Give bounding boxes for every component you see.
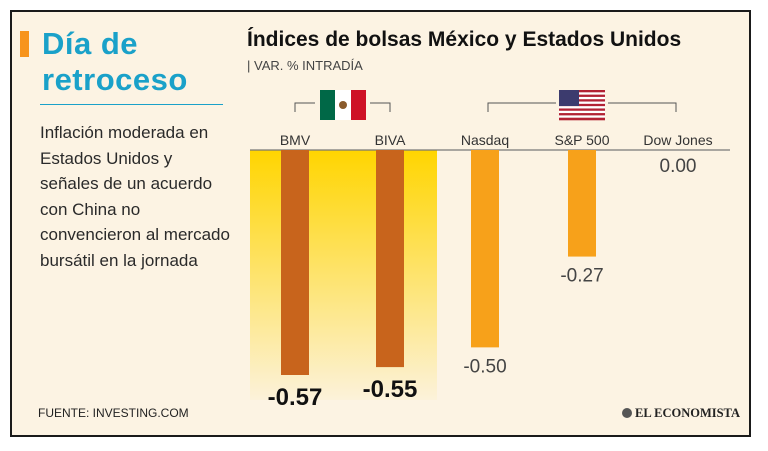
category-label-nasdaq: Nasdaq	[461, 132, 509, 148]
category-label-s-p-500: S&P 500	[554, 132, 609, 148]
mexico-highlight-band	[250, 150, 437, 400]
value-label-bmv: -0.57	[268, 384, 323, 411]
brand-logo: EL ECONOMISTA	[622, 406, 740, 421]
value-label-biva: -0.55	[363, 376, 418, 403]
bar-biva	[376, 150, 404, 368]
mexico-group-bracket	[294, 102, 391, 112]
headline-accent-bar	[20, 31, 29, 57]
brand-globe-icon	[622, 408, 632, 418]
value-label-s-p-500: -0.27	[560, 266, 603, 287]
bar-nasdaq	[471, 150, 499, 348]
headline: Día de retroceso	[42, 26, 188, 98]
chart-title: Índices de bolsas México y Estados Unido…	[247, 28, 682, 51]
usa-flag-icon	[559, 90, 605, 121]
headline-line-2: retroceso	[42, 62, 188, 97]
mexico-flag-icon	[320, 90, 366, 120]
brand-name: EL ECONOMISTA	[635, 406, 740, 420]
bar-bmv	[281, 150, 309, 375]
headline-divider	[40, 104, 223, 105]
value-label-dow-jones: 0.00	[660, 156, 697, 177]
category-label-bmv: BMV	[280, 132, 311, 148]
chart-subtitle: | VAR. % INTRADÍA	[247, 58, 363, 73]
category-label-dow-jones: Dow Jones	[643, 132, 712, 148]
headline-line-1: Día de	[42, 26, 139, 61]
usa-group-bracket	[487, 102, 677, 112]
source-note: FUENTE: INVESTING.COM	[38, 406, 189, 420]
lede-text: Inflación moderada en Estados Unidos y s…	[40, 123, 230, 270]
value-label-nasdaq: -0.50	[463, 356, 506, 377]
category-label-biva: BIVA	[375, 132, 407, 148]
bar-s-p-500	[568, 150, 596, 257]
